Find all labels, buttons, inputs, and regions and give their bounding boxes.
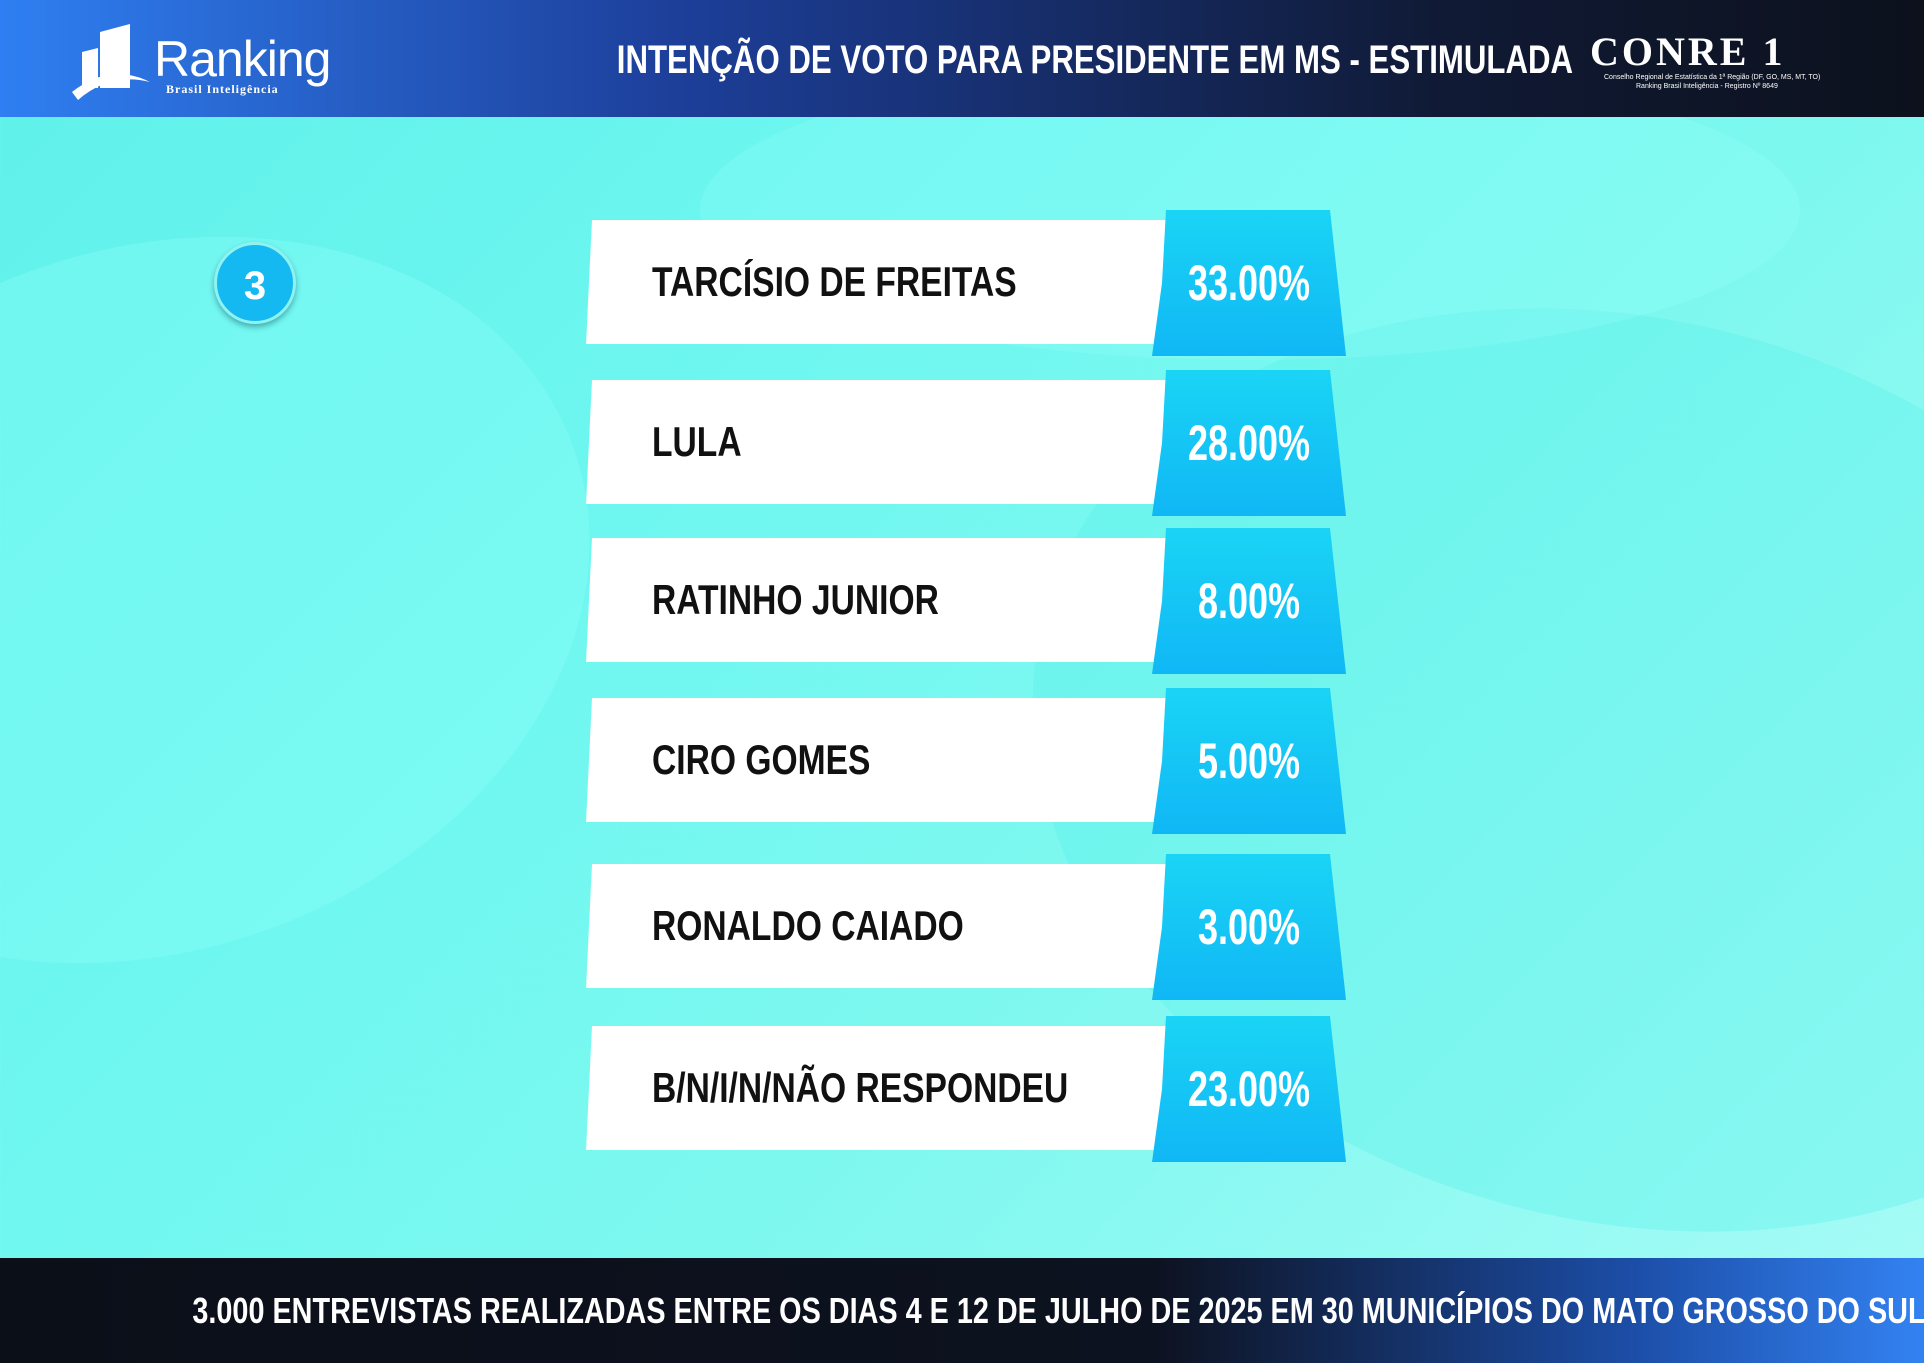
candidate-name-box: LULA [586, 380, 1171, 504]
candidate-value-box: 5.00% [1152, 688, 1346, 834]
ranking-row: B/N/I/N/NÃO RESPONDEU 23.00% [586, 1016, 1346, 1162]
candidate-name-box: TARCÍSIO DE FREITAS [586, 220, 1171, 344]
candidate-name-box: RATINHO JUNIOR [586, 538, 1171, 662]
candidate-name: LULA [652, 418, 742, 465]
brand-name: Ranking [154, 31, 331, 87]
conre-logo: CONRE 1 Conselho Regional de Estatística… [1590, 28, 1820, 98]
candidate-name: B/N/I/N/NÃO RESPONDEU [652, 1064, 1069, 1111]
ranking-row: TARCÍSIO DE FREITAS 33.00% [586, 210, 1346, 356]
ranking-logo: Ranking Brasil Inteligência [70, 22, 350, 102]
slide-number-badge: 3 [214, 242, 296, 324]
candidate-value: 23.00% [1187, 1061, 1311, 1117]
candidate-value: 5.00% [1197, 733, 1301, 789]
candidate-value: 28.00% [1187, 415, 1311, 471]
ranking-row: RATINHO JUNIOR 8.00% [586, 528, 1346, 674]
candidate-value-box: 8.00% [1152, 528, 1346, 674]
candidate-name: CIRO GOMES [652, 736, 871, 783]
candidate-name-box: B/N/I/N/NÃO RESPONDEU [586, 1026, 1171, 1150]
candidate-value: 33.00% [1187, 255, 1311, 311]
ranking-row: CIRO GOMES 5.00% [586, 688, 1346, 834]
partner-name: CONRE 1 [1590, 29, 1786, 74]
ranking-row: RONALDO CAIADO 3.00% [586, 854, 1346, 1000]
candidate-value-box: 28.00% [1152, 370, 1346, 516]
candidate-value: 3.00% [1197, 899, 1301, 955]
footer-note: 3.000 ENTREVISTAS REALIZADAS ENTRE OS DI… [192, 1290, 1924, 1331]
candidate-value: 8.00% [1197, 573, 1301, 629]
brand-subtitle: Brasil Inteligência [166, 82, 279, 96]
candidate-name-box: RONALDO CAIADO [586, 864, 1171, 988]
partner-subtitle: Conselho Regional de Estatística da 1ª R… [1604, 74, 1821, 81]
partner-registration: Ranking Brasil Inteligência - Registro N… [1636, 83, 1778, 90]
ranking-row: LULA 28.00% [586, 370, 1346, 516]
header-bar: Ranking Brasil Inteligência INTENÇÃO DE … [0, 0, 1924, 117]
footer-bar: 3.000 ENTREVISTAS REALIZADAS ENTRE OS DI… [0, 1258, 1924, 1363]
candidate-name: RONALDO CAIADO [652, 902, 964, 949]
candidate-value-box: 23.00% [1152, 1016, 1346, 1162]
ranking-logo-icon [72, 24, 150, 100]
page-title: INTENÇÃO DE VOTO PARA PRESIDENTE EM MS -… [616, 38, 1574, 82]
candidate-name: RATINHO JUNIOR [652, 576, 939, 623]
candidate-value-box: 3.00% [1152, 854, 1346, 1000]
candidate-name-box: CIRO GOMES [586, 698, 1171, 822]
candidate-value-box: 33.00% [1152, 210, 1346, 356]
candidate-name: TARCÍSIO DE FREITAS [652, 258, 1017, 305]
